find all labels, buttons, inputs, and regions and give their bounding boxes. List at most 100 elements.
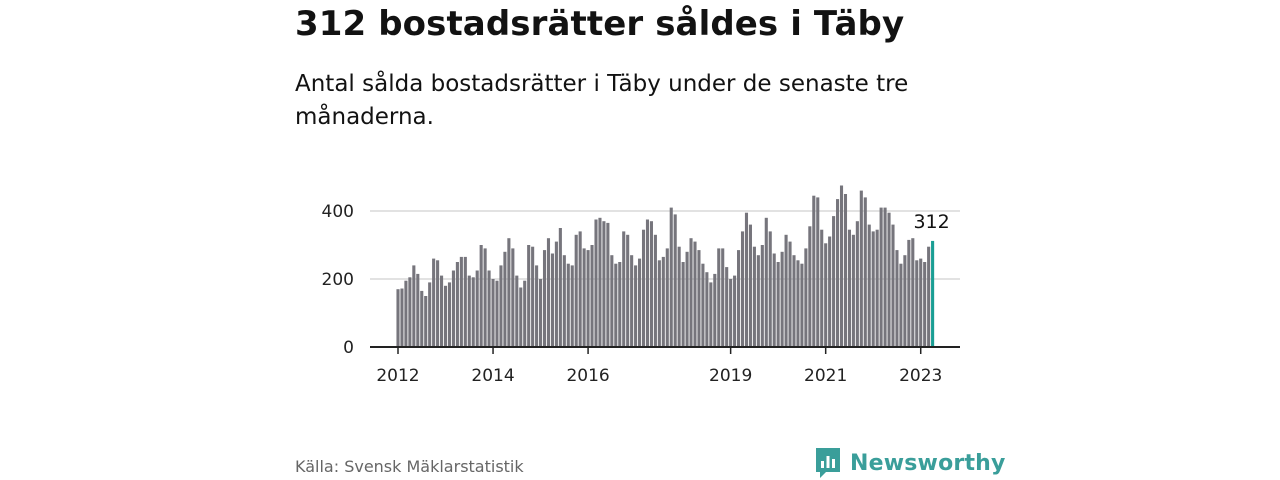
bar xyxy=(443,285,448,347)
bar xyxy=(744,212,749,347)
x-axis-ticks: 2012 2014 2016 2019 2021 2023 xyxy=(376,347,942,386)
bar xyxy=(491,279,495,347)
bar xyxy=(891,224,895,347)
bar xyxy=(554,241,558,347)
source-note: Källa: Svensk Mäklarstatistik xyxy=(295,457,524,476)
bar xyxy=(733,275,737,347)
bar xyxy=(420,290,424,347)
bar xyxy=(808,226,812,347)
bar xyxy=(574,234,578,347)
bar xyxy=(638,258,642,347)
bar xyxy=(871,231,875,347)
bar xyxy=(531,246,535,347)
bar xyxy=(768,231,772,347)
bar xyxy=(424,296,428,347)
bar xyxy=(606,222,610,347)
bar xyxy=(839,185,844,347)
x-tick-label: 2021 xyxy=(804,366,847,386)
bar xyxy=(578,231,582,347)
bar xyxy=(681,262,685,347)
bar xyxy=(459,256,463,347)
bar xyxy=(673,214,677,347)
bar-highlight xyxy=(931,240,935,347)
bar xyxy=(432,258,436,347)
bar xyxy=(515,275,519,347)
bar xyxy=(740,231,745,347)
bar xyxy=(748,224,752,347)
bar xyxy=(495,280,499,347)
bar xyxy=(440,275,444,347)
bar xyxy=(451,270,455,347)
bar xyxy=(396,289,400,347)
bar xyxy=(756,255,760,347)
bar xyxy=(828,236,832,347)
bar xyxy=(903,255,907,347)
bar xyxy=(590,245,594,347)
x-tick-label: 2012 xyxy=(376,366,419,386)
bar xyxy=(602,221,606,347)
bar xyxy=(851,234,855,347)
bar-series xyxy=(396,185,935,347)
y-tick-label: 0 xyxy=(343,338,354,358)
bar xyxy=(772,253,776,347)
bar xyxy=(721,248,725,347)
bar xyxy=(566,263,570,347)
bar xyxy=(661,256,665,347)
bar xyxy=(649,221,653,347)
bar xyxy=(447,282,452,347)
bar xyxy=(416,273,420,347)
bar xyxy=(471,277,475,347)
bar xyxy=(915,260,919,347)
bar xyxy=(436,260,440,347)
bar xyxy=(816,197,820,347)
bar xyxy=(923,262,927,347)
x-tick-label: 2019 xyxy=(709,366,752,386)
bar xyxy=(919,258,923,347)
bar xyxy=(887,212,891,347)
bar xyxy=(713,273,717,347)
bar xyxy=(836,199,840,347)
bar xyxy=(800,263,804,347)
bar xyxy=(598,217,602,347)
bar xyxy=(535,265,539,347)
x-tick-label: 2023 xyxy=(899,366,942,386)
bar xyxy=(653,234,657,347)
bar xyxy=(550,253,554,347)
highlight-value-label: 312 xyxy=(913,211,949,233)
bar xyxy=(824,243,828,347)
bar xyxy=(717,248,721,347)
bar xyxy=(539,279,543,347)
brand-logo[interactable]: Newsworthy xyxy=(814,446,1006,480)
bar-chart: 0 200 400 2012 2014 2016 2019 2021 2023 312 xyxy=(322,185,960,386)
y-axis-ticks: 0 200 400 xyxy=(322,202,354,358)
bar xyxy=(776,262,780,347)
bar xyxy=(586,250,590,347)
bar xyxy=(820,229,824,347)
bar xyxy=(570,265,574,347)
bar xyxy=(408,277,412,347)
bar xyxy=(404,280,408,347)
bar xyxy=(867,224,871,347)
bar xyxy=(527,245,531,347)
bar xyxy=(701,263,705,347)
bar xyxy=(523,280,527,347)
bar xyxy=(622,231,626,347)
bar xyxy=(907,239,911,347)
bar xyxy=(685,251,689,347)
bar xyxy=(499,265,503,347)
bar xyxy=(863,197,867,347)
bar xyxy=(483,248,487,347)
bar xyxy=(760,245,764,347)
bar xyxy=(875,229,879,347)
bar xyxy=(859,190,863,347)
bar xyxy=(780,251,784,347)
bar xyxy=(911,238,915,347)
bar xyxy=(693,241,697,347)
bar xyxy=(400,288,404,347)
bar xyxy=(705,272,709,347)
bar xyxy=(855,221,859,347)
bar xyxy=(645,219,650,347)
bar xyxy=(463,256,467,347)
bar xyxy=(626,234,630,347)
bar xyxy=(883,207,887,347)
